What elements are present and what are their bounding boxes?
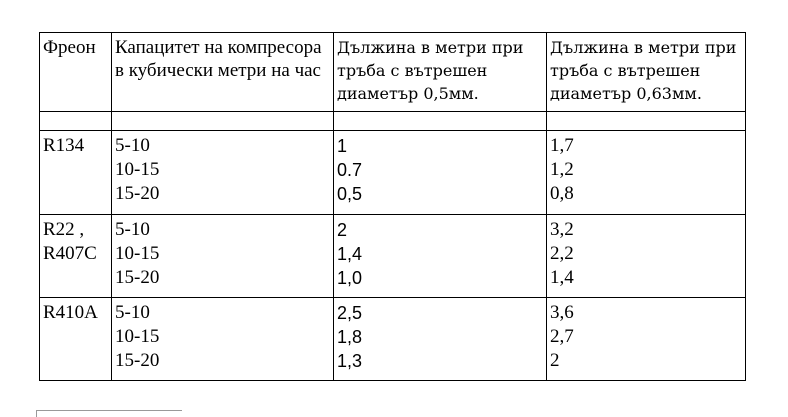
cell-line: 10-15 xyxy=(115,326,160,347)
cell-line: 1,0 xyxy=(337,268,363,288)
length-063-cell: 1,7 1,2 0,8 xyxy=(546,130,746,215)
refrigerant-cell: R410A xyxy=(39,297,112,381)
empty-cell xyxy=(546,111,746,131)
refrigerant-cell: R22 , R407C xyxy=(39,214,112,298)
data-row: R410A 5-10 10-15 15-20 2,5 1,8 1,3 3,6 2,7 2 xyxy=(39,297,746,381)
capacity-cell: 5-10 10-15 15-20 xyxy=(111,297,334,381)
cell-line: R407C xyxy=(43,243,97,264)
cutoff-element xyxy=(36,410,182,417)
header-row: Фреон Капацитет на компресора в кубическ… xyxy=(39,32,746,112)
refrigerant-cell: R134 xyxy=(39,130,112,215)
length-05-cell: 2,5 1,8 1,3 xyxy=(333,297,547,381)
cell-line: 2,5 xyxy=(337,303,363,323)
cell-line: 10-15 xyxy=(115,159,160,180)
capacity-cell: 5-10 10-15 15-20 xyxy=(111,214,334,298)
cell-line: 3,2 xyxy=(550,219,574,240)
cell-line: 0,5 xyxy=(337,184,363,204)
data-row: R22 , R407C 5-10 10-15 15-20 2 1,4 1,0 3,2 2,2 1,4 xyxy=(39,214,746,298)
cell-line: 15-20 xyxy=(115,267,160,288)
cell-line: 1,4 xyxy=(337,244,363,264)
cell-line: 0,8 xyxy=(550,183,574,204)
length-05-cell: 1 0.7 0,5 xyxy=(333,130,547,215)
data-row: R134 5-10 10-15 15-20 1 0.7 0,5 1,7 1,2 0,8 xyxy=(39,130,746,215)
cell-line: R410A xyxy=(43,302,98,323)
cell-line: 1 xyxy=(337,136,348,156)
cell-line: 2,7 xyxy=(550,326,574,347)
spacer-row xyxy=(39,111,746,131)
header-cell: Дължина в метри при тръба с вътрешен диа… xyxy=(546,32,746,112)
cell-line: R22 , xyxy=(43,219,85,240)
empty-cell xyxy=(111,111,334,131)
cell-line: R134 xyxy=(43,135,85,156)
data-table: Фреон Капацитет на компресора в кубическ… xyxy=(39,32,746,381)
header-cell: Фреон xyxy=(39,32,112,112)
length-063-cell: 3,2 2,2 1,4 xyxy=(546,214,746,298)
cell-line: 5-10 xyxy=(115,135,150,156)
cell-line: 3,6 xyxy=(550,302,574,323)
header-cell: Дължина в метри при тръба с вътрешен диа… xyxy=(333,32,547,112)
length-063-cell: 3,6 2,7 2 xyxy=(546,297,746,381)
capacity-cell: 5-10 10-15 15-20 xyxy=(111,130,334,215)
cell-line: 2 xyxy=(550,350,560,371)
cell-line: 15-20 xyxy=(115,350,160,371)
empty-cell xyxy=(333,111,547,131)
cell-line: 10-15 xyxy=(115,243,160,264)
cell-line: 1,7 xyxy=(550,135,574,156)
cell-line: 0.7 xyxy=(337,160,363,180)
cell-line: 1,8 xyxy=(337,327,363,347)
cell-line: 1,2 xyxy=(550,159,574,180)
cell-line: 15-20 xyxy=(115,183,160,204)
cell-line: 5-10 xyxy=(115,219,150,240)
cell-line: 5-10 xyxy=(115,302,150,323)
cell-line: 1,3 xyxy=(337,351,363,371)
cell-line: 2,2 xyxy=(550,243,574,264)
header-cell: Капацитет на компресора в кубически метр… xyxy=(111,32,334,112)
cell-line: 1,4 xyxy=(550,267,574,288)
length-05-cell: 2 1,4 1,0 xyxy=(333,214,547,298)
empty-cell xyxy=(39,111,112,131)
cell-line: 2 xyxy=(337,220,348,240)
